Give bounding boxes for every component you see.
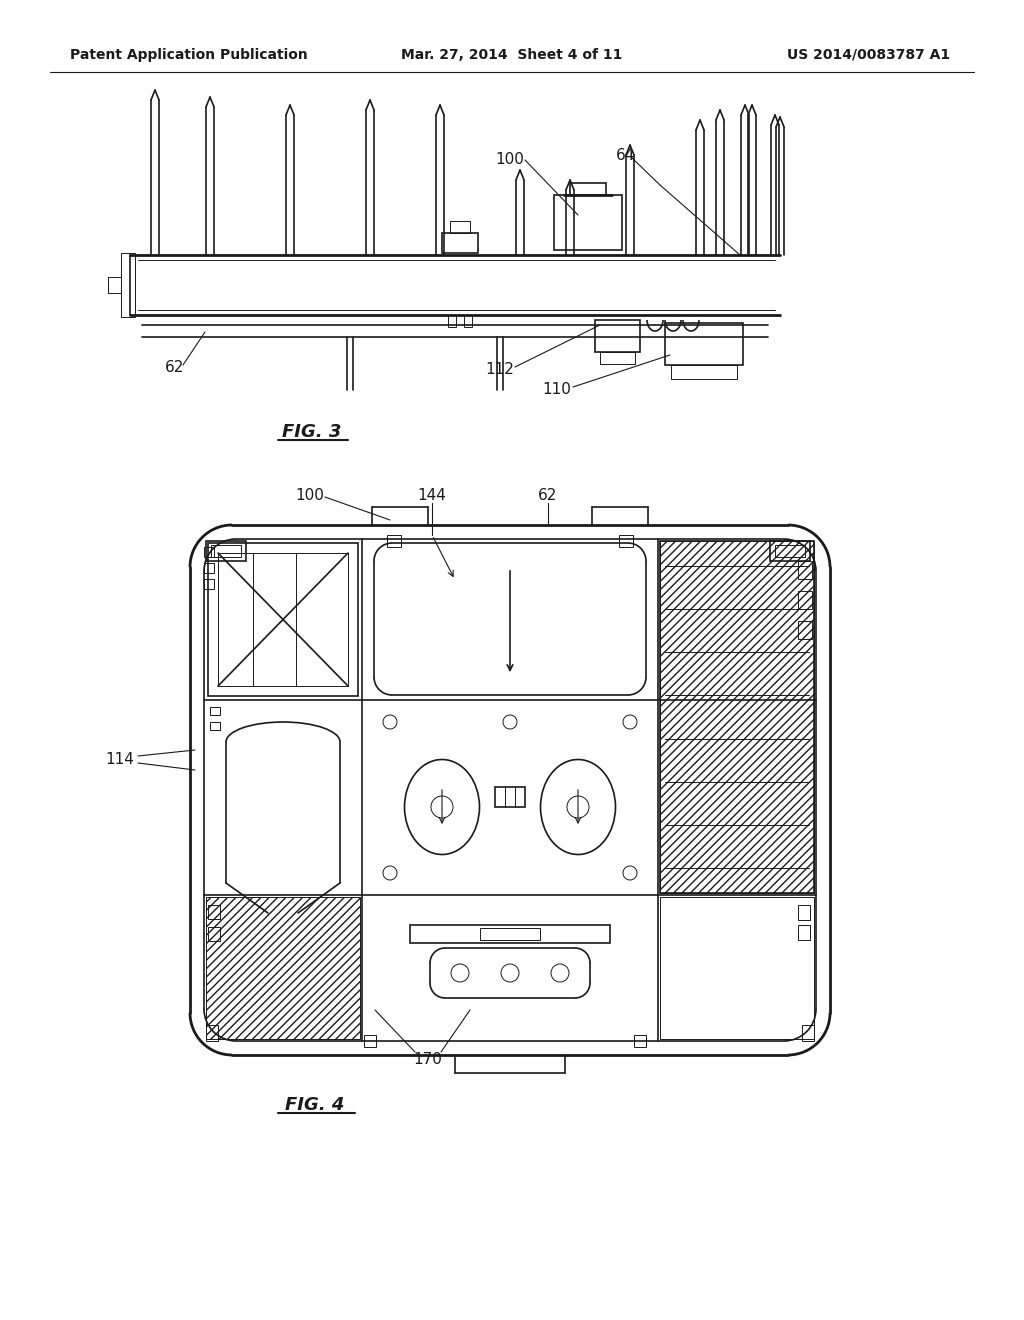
Text: 112: 112 [485,363,514,378]
Bar [204,579,214,589]
Bar [208,543,358,696]
Bar [204,564,214,573]
Bar [442,234,478,253]
Bar [770,541,810,561]
Bar [206,1026,218,1041]
Bar [665,323,743,366]
Text: 110: 110 [543,383,571,397]
Bar [206,541,246,561]
Bar [798,906,810,920]
Bar [204,546,214,557]
Text: 62: 62 [539,487,558,503]
Bar [634,1035,646,1047]
Bar [208,906,220,919]
Text: 144: 144 [418,487,446,503]
Text: Mar. 27, 2014  Sheet 4 of 11: Mar. 27, 2014 Sheet 4 of 11 [401,48,623,62]
Text: 100: 100 [296,487,325,503]
Bar [210,708,220,715]
Bar [595,319,640,352]
Bar [495,787,525,807]
Bar [218,553,348,686]
Bar [802,1026,814,1041]
Bar [480,928,540,940]
Text: 100: 100 [496,153,524,168]
Bar [464,315,472,327]
Bar [387,535,401,546]
Text: Patent Application Publication: Patent Application Publication [70,48,308,62]
Bar [618,535,633,546]
Bar [660,898,814,1039]
Bar [410,925,610,942]
Bar [671,366,737,379]
Bar [210,722,220,730]
Bar [208,927,220,941]
Bar [570,183,606,195]
Text: 62: 62 [165,360,184,375]
Bar [660,541,814,894]
Bar [450,220,470,234]
Bar [798,620,812,639]
Bar [449,315,456,327]
Bar [798,591,812,609]
Bar [600,352,635,364]
Bar [554,195,622,249]
Text: 64: 64 [616,148,636,162]
Bar [364,1035,376,1047]
Bar [121,253,135,317]
Text: FIG. 4: FIG. 4 [286,1096,345,1114]
Bar [660,541,814,894]
Text: US 2014/0083787 A1: US 2014/0083787 A1 [786,48,950,62]
Bar [206,898,360,1039]
Text: FIG. 3: FIG. 3 [283,422,342,441]
Bar [775,545,805,557]
Text: 170: 170 [414,1052,442,1068]
Bar [211,545,241,557]
Text: 114: 114 [105,752,134,767]
Bar [798,561,812,579]
Bar [798,925,810,940]
